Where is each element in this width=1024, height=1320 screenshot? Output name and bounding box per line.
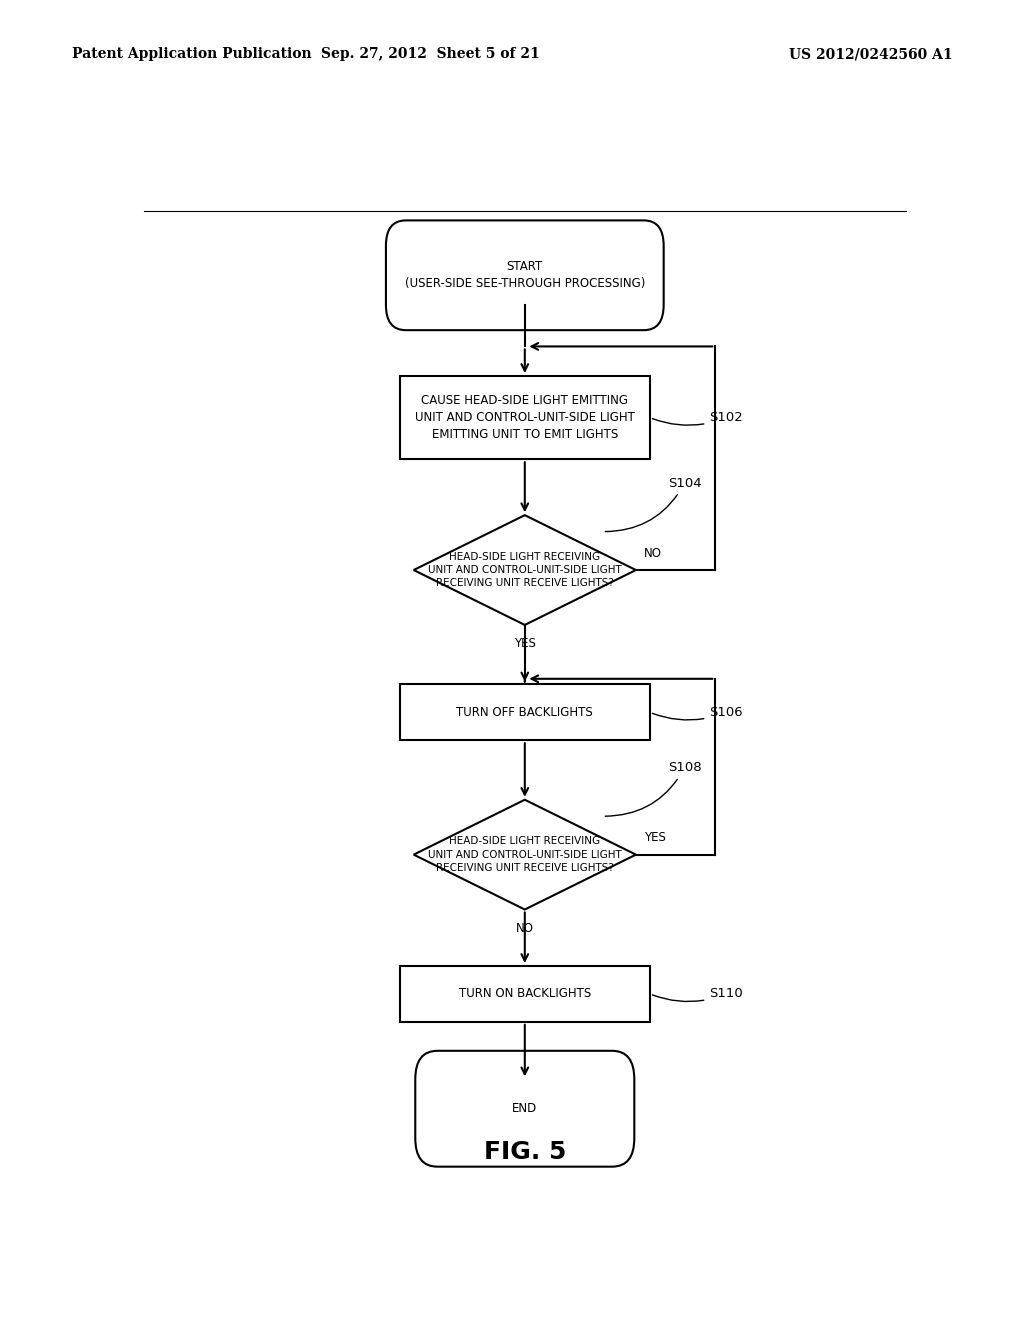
FancyBboxPatch shape [399, 966, 650, 1022]
Text: YES: YES [644, 832, 666, 845]
Text: US 2012/0242560 A1: US 2012/0242560 A1 [788, 48, 952, 61]
Text: S102: S102 [652, 411, 743, 425]
Text: HEAD-SIDE LIGHT RECEIVING
UNIT AND CONTROL-UNIT-SIDE LIGHT
RECEIVING UNIT RECEIV: HEAD-SIDE LIGHT RECEIVING UNIT AND CONTR… [428, 837, 622, 873]
Text: TURN OFF BACKLIGHTS: TURN OFF BACKLIGHTS [457, 706, 593, 719]
Text: S104: S104 [605, 477, 701, 532]
Text: NO: NO [644, 546, 662, 560]
FancyBboxPatch shape [399, 376, 650, 459]
Text: START
(USER-SIDE SEE-THROUGH PROCESSING): START (USER-SIDE SEE-THROUGH PROCESSING) [404, 260, 645, 290]
FancyBboxPatch shape [416, 1051, 634, 1167]
Polygon shape [414, 515, 636, 624]
FancyBboxPatch shape [399, 684, 650, 741]
Text: END: END [512, 1102, 538, 1115]
Text: HEAD-SIDE LIGHT RECEIVING
UNIT AND CONTROL-UNIT-SIDE LIGHT
RECEIVING UNIT RECEIV: HEAD-SIDE LIGHT RECEIVING UNIT AND CONTR… [428, 552, 622, 589]
Text: S106: S106 [652, 706, 743, 719]
Text: Sep. 27, 2012  Sheet 5 of 21: Sep. 27, 2012 Sheet 5 of 21 [321, 48, 540, 61]
Text: YES: YES [514, 638, 536, 651]
Text: S110: S110 [652, 987, 743, 1002]
Text: CAUSE HEAD-SIDE LIGHT EMITTING
UNIT AND CONTROL-UNIT-SIDE LIGHT
EMITTING UNIT TO: CAUSE HEAD-SIDE LIGHT EMITTING UNIT AND … [415, 395, 635, 441]
Text: FIG. 5: FIG. 5 [483, 1140, 566, 1164]
Text: NO: NO [516, 921, 534, 935]
FancyBboxPatch shape [386, 220, 664, 330]
Text: Patent Application Publication: Patent Application Publication [72, 48, 311, 61]
Polygon shape [414, 800, 636, 909]
Text: S108: S108 [605, 762, 701, 816]
Text: TURN ON BACKLIGHTS: TURN ON BACKLIGHTS [459, 987, 591, 1001]
